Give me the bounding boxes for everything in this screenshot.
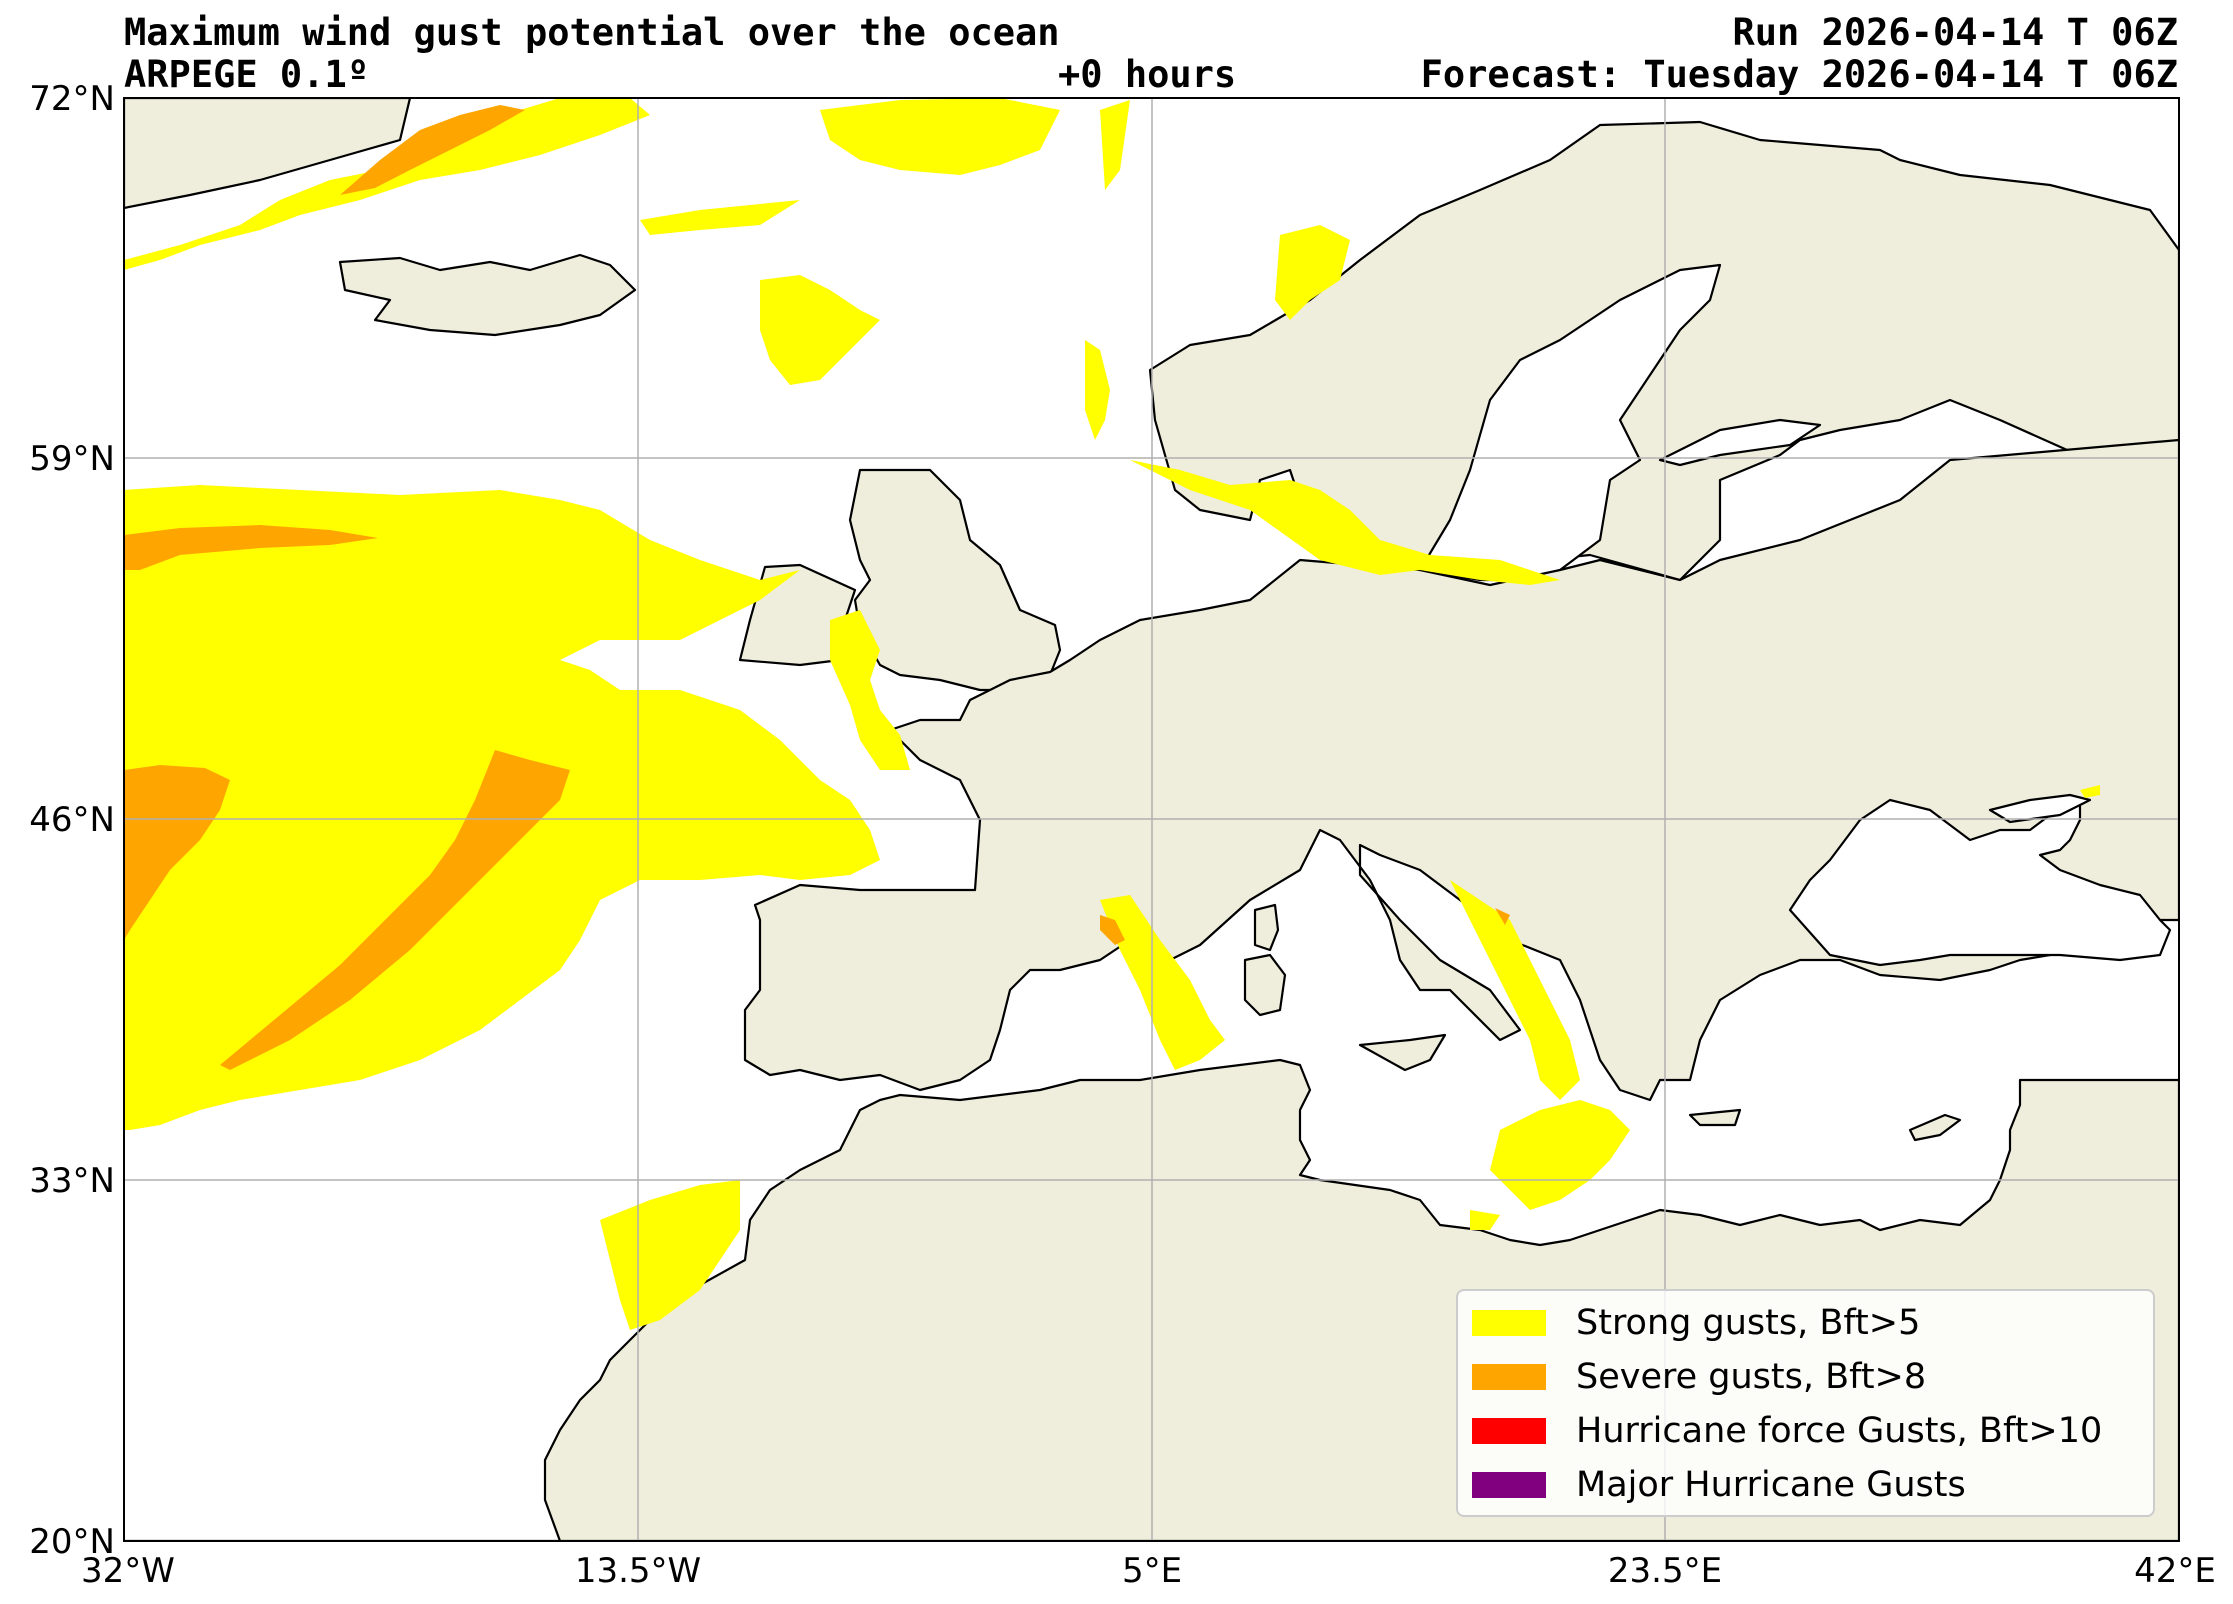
strong-gust-area bbox=[640, 200, 800, 235]
iceland-landmass bbox=[338, 253, 637, 337]
strong-gust-area bbox=[1470, 1210, 1500, 1230]
legend-item-severe: Severe gusts, Bft>8 bbox=[1472, 1357, 1926, 1397]
x-tick-label: 42°E bbox=[2134, 1551, 2216, 1591]
strong-gust-area bbox=[1490, 1100, 1630, 1210]
lead-time: +0 hours bbox=[1058, 53, 1237, 96]
forecast-time: Forecast: Tuesday 2026-04-14 T 06Z bbox=[1420, 53, 2178, 96]
strong-gust-area bbox=[124, 98, 650, 270]
crete-landmass bbox=[1688, 1108, 1742, 1127]
strong-gust-area bbox=[1100, 895, 1225, 1070]
y-tick-label: 33°N bbox=[29, 1161, 115, 1201]
y-tick-label: 72°N bbox=[29, 79, 115, 119]
severe-gust-area bbox=[1495, 908, 1510, 925]
y-tick-label: 46°N bbox=[29, 800, 115, 840]
gulf-of-finland-water bbox=[1658, 418, 1822, 467]
x-axis: 32°W 13.5°W 5°E 23.5°E 42°E bbox=[81, 1551, 2216, 1591]
x-tick-label: 13.5°W bbox=[575, 1551, 701, 1591]
severe-gust-area bbox=[340, 105, 525, 195]
strong-gust-area bbox=[1085, 340, 1110, 440]
legend-swatch bbox=[1472, 1418, 1546, 1444]
strong-gust-area bbox=[1275, 225, 1350, 320]
corsica-landmass bbox=[1253, 903, 1280, 952]
strong-gust-area bbox=[760, 275, 880, 385]
x-tick-label: 5°E bbox=[1122, 1551, 1182, 1591]
x-tick-label: 32°W bbox=[81, 1551, 175, 1591]
black-sea-water bbox=[1788, 798, 2172, 967]
severe-gusts-areas bbox=[124, 105, 1510, 1070]
strong-gust-area bbox=[830, 610, 910, 770]
strong-gust-area bbox=[2080, 785, 2100, 798]
sea-of-azov-water bbox=[1988, 793, 2092, 824]
legend: Strong gusts, Bft>5 Severe gusts, Bft>8 … bbox=[1456, 1289, 2155, 1517]
model-name: ARPEGE 0.1º bbox=[124, 53, 370, 96]
legend-swatch bbox=[1472, 1310, 1546, 1336]
legend-item-major: Major Hurricane Gusts bbox=[1472, 1465, 1966, 1505]
legend-label: Hurricane force Gusts, Bft>10 bbox=[1576, 1411, 2103, 1451]
y-tick-label: 20°N bbox=[29, 1522, 115, 1562]
x-tick-label: 23.5°E bbox=[1608, 1551, 1722, 1591]
strong-gust-area bbox=[1450, 880, 1580, 1100]
severe-gust-area bbox=[124, 765, 230, 940]
sardinia-landmass bbox=[1243, 953, 1287, 1017]
legend-label: Severe gusts, Bft>8 bbox=[1576, 1357, 1927, 1397]
baltic-sea-water bbox=[1418, 263, 1722, 582]
map-gridlines bbox=[124, 98, 2179, 1541]
severe-gust-area bbox=[220, 750, 570, 1070]
severe-gust-area bbox=[1100, 915, 1125, 945]
strong-gust-area bbox=[1100, 100, 1130, 190]
strong-gust-area bbox=[820, 98, 1060, 175]
map-frame bbox=[123, 97, 2180, 1542]
y-tick-label: 59°N bbox=[29, 439, 115, 479]
map-title: Maximum wind gust potential over the oce… bbox=[124, 11, 1060, 54]
strong-gust-area bbox=[600, 1180, 740, 1330]
y-axis: 72°N 59°N 46°N 33°N 20°N bbox=[29, 79, 115, 1562]
cyprus-landmass bbox=[1908, 1113, 1962, 1142]
greenland-landmass bbox=[124, 98, 412, 210]
run-time: Run 2026-04-14 T 06Z bbox=[1732, 11, 2178, 54]
strong-gust-area bbox=[1130, 460, 1560, 585]
legend-swatch bbox=[1472, 1364, 1546, 1390]
legend-label: Major Hurricane Gusts bbox=[1576, 1465, 1966, 1505]
legend-item-hurricane: Hurricane force Gusts, Bft>10 bbox=[1472, 1411, 2102, 1451]
legend-item-strong: Strong gusts, Bft>5 bbox=[1472, 1303, 1920, 1343]
legend-swatch bbox=[1472, 1472, 1546, 1498]
legend-label: Strong gusts, Bft>5 bbox=[1576, 1303, 1921, 1343]
sicily-landmass bbox=[1358, 1033, 1447, 1072]
severe-gust-area bbox=[124, 525, 378, 570]
